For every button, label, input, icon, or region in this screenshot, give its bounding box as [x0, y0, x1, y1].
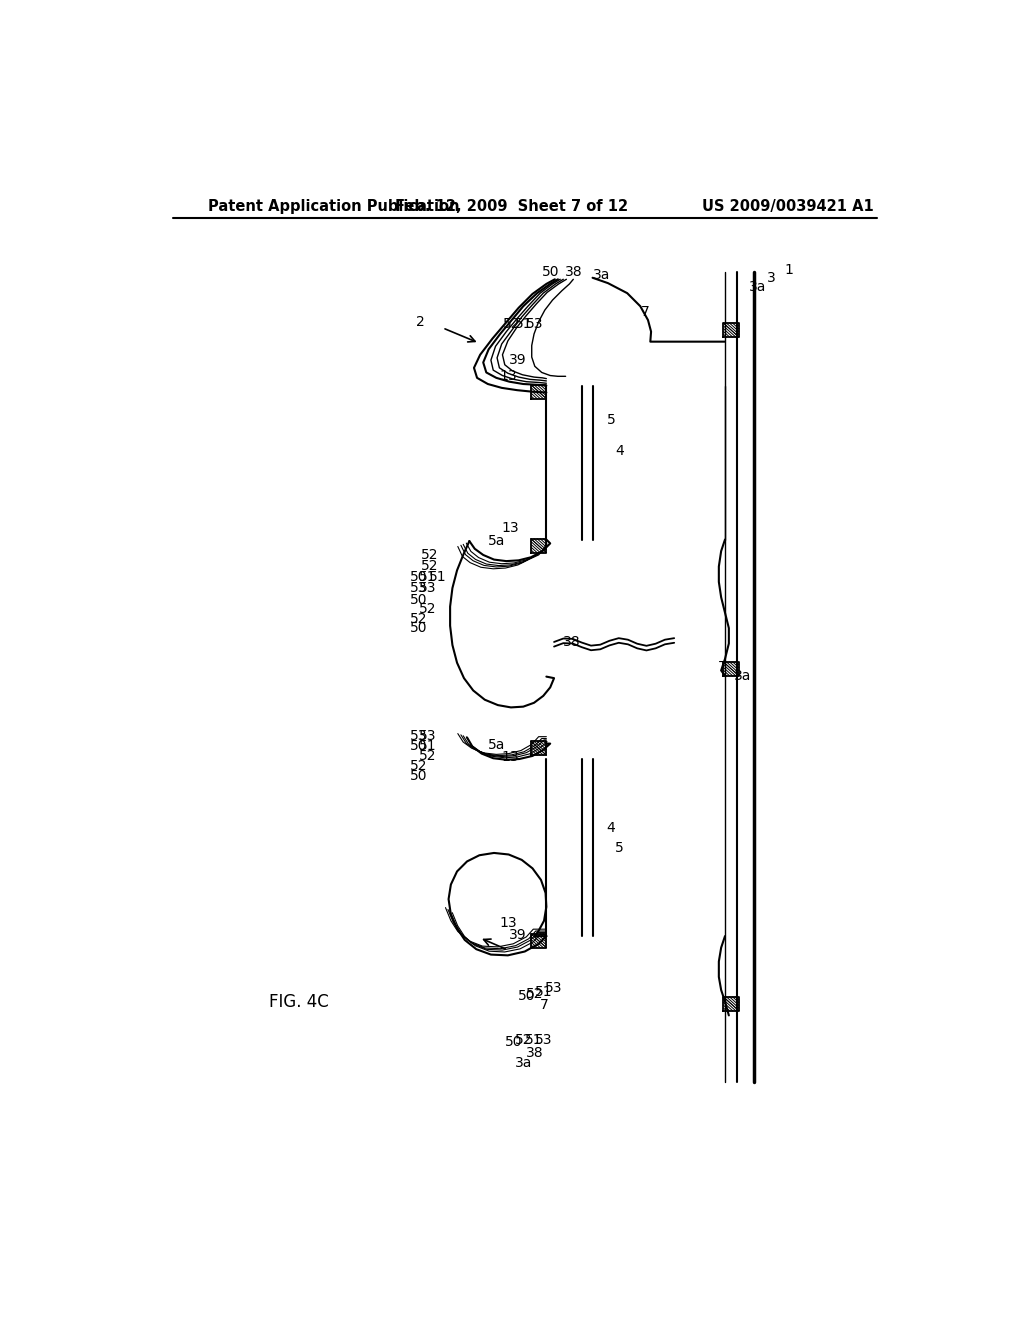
Text: 39: 39	[509, 928, 526, 941]
Text: 51: 51	[536, 985, 553, 998]
Text: 53: 53	[535, 1034, 552, 1047]
Text: 50: 50	[410, 622, 427, 635]
Text: 5a: 5a	[488, 535, 506, 548]
Text: 53: 53	[410, 729, 427, 743]
Text: 5: 5	[606, 413, 615, 428]
Text: 52: 52	[419, 748, 436, 763]
Text: 1: 1	[784, 263, 794, 277]
Text: 52: 52	[410, 759, 427, 774]
Text: 50: 50	[410, 593, 427, 607]
Text: 53: 53	[419, 581, 436, 595]
Text: FIG. 4C: FIG. 4C	[269, 993, 329, 1011]
Text: Feb. 12, 2009  Sheet 7 of 12: Feb. 12, 2009 Sheet 7 of 12	[395, 198, 629, 214]
Text: 7: 7	[641, 305, 649, 319]
Text: 50: 50	[543, 265, 560, 280]
Text: 50: 50	[410, 770, 427, 783]
Text: 7: 7	[540, 998, 549, 1012]
Text: 7: 7	[718, 660, 726, 673]
Text: 50: 50	[517, 989, 536, 1003]
Text: 51: 51	[419, 569, 436, 583]
Text: 51: 51	[429, 569, 446, 583]
Text: 50: 50	[505, 1035, 522, 1049]
Text: 3a: 3a	[515, 1056, 531, 1071]
Text: 13: 13	[499, 370, 517, 383]
Text: 52: 52	[514, 1034, 532, 1047]
Text: 52: 52	[421, 548, 439, 562]
Text: 53: 53	[419, 729, 436, 743]
Text: 5a: 5a	[488, 738, 506, 752]
Text: 53: 53	[526, 317, 544, 331]
Text: 13: 13	[502, 751, 519, 764]
Text: 3a: 3a	[750, 280, 767, 294]
Text: 4: 4	[615, 444, 624, 458]
Text: 51: 51	[524, 1034, 542, 1047]
Text: 3: 3	[767, 271, 775, 285]
Text: 3a: 3a	[734, 669, 752, 682]
Text: 51: 51	[419, 739, 436, 752]
Text: 52: 52	[410, 612, 427, 626]
Text: 50: 50	[410, 739, 427, 752]
Text: 53: 53	[545, 982, 562, 995]
Text: 5: 5	[615, 841, 624, 854]
Text: 51: 51	[514, 317, 532, 331]
Text: 50: 50	[410, 569, 427, 583]
Text: 4: 4	[606, 821, 615, 836]
Text: US 2009/0039421 A1: US 2009/0039421 A1	[701, 198, 873, 214]
Text: 13: 13	[502, 521, 519, 535]
Text: 38: 38	[564, 265, 582, 280]
Text: 52: 52	[419, 602, 436, 616]
Text: 52: 52	[526, 987, 544, 1001]
Text: 38: 38	[526, 1047, 544, 1060]
Text: 52: 52	[421, 560, 439, 573]
Text: 52: 52	[503, 317, 520, 331]
Text: 39: 39	[509, 354, 526, 367]
Text: 38: 38	[563, 635, 581, 649]
Text: 53: 53	[410, 581, 427, 595]
Text: 2: 2	[416, 315, 425, 330]
Text: Patent Application Publication: Patent Application Publication	[208, 198, 459, 214]
Text: 3a: 3a	[593, 268, 610, 282]
Text: 13: 13	[499, 916, 517, 931]
